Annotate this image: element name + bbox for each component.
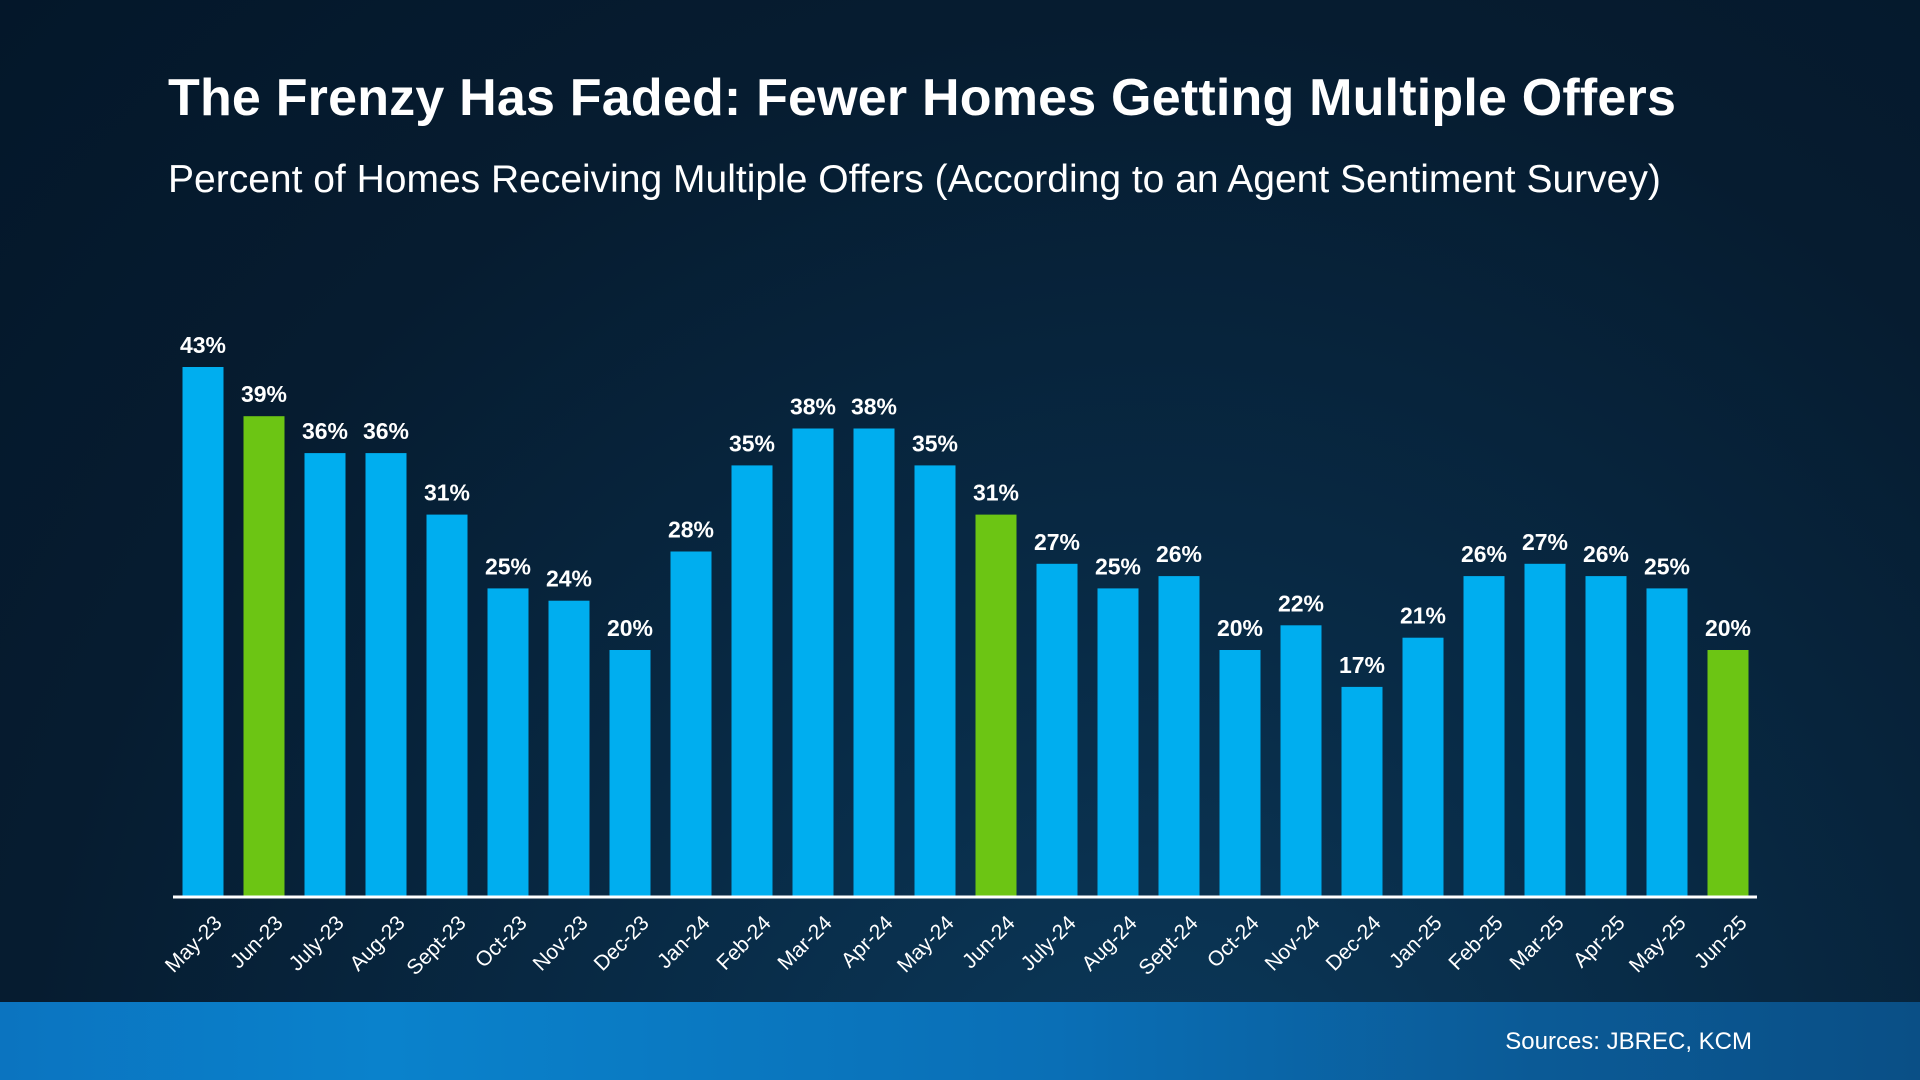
value-label: 35% <box>912 430 958 456</box>
chart-subtitle: Percent of Homes Receiving Multiple Offe… <box>168 158 1661 201</box>
value-label: 26% <box>1461 541 1507 567</box>
x-tick-label: July-24 <box>1017 911 1081 975</box>
value-label: 17% <box>1339 652 1385 678</box>
bar-jan-25 <box>1402 637 1444 896</box>
bar-dec-23 <box>609 650 651 896</box>
bar-sept-23 <box>426 514 468 896</box>
x-tick-label: Feb-24 <box>712 911 776 975</box>
x-tick-label: Mar-25 <box>1505 911 1568 974</box>
x-tick-label: Nov-23 <box>529 911 593 975</box>
value-label: 36% <box>302 418 348 444</box>
value-label: 25% <box>485 553 531 579</box>
x-tick-label: Oct-23 <box>471 911 532 972</box>
bar-jun-23 <box>243 416 285 896</box>
value-label: 27% <box>1034 529 1080 555</box>
bar-oct-24 <box>1219 650 1261 896</box>
bar-apr-24 <box>853 428 895 896</box>
bar-mar-24 <box>792 428 834 896</box>
chart-title: The Frenzy Has Faded: Fewer Homes Gettin… <box>168 69 1677 127</box>
value-label: 26% <box>1156 541 1202 567</box>
value-label: 38% <box>790 394 836 420</box>
x-tick-label: Mar-24 <box>773 911 837 975</box>
value-label: 28% <box>668 517 714 543</box>
x-tick-label: Nov-24 <box>1261 911 1325 975</box>
value-label: 31% <box>973 480 1019 506</box>
value-label: 35% <box>729 430 775 456</box>
value-label: 43% <box>180 332 226 358</box>
bar-july-23 <box>304 453 346 896</box>
bar-july-24 <box>1036 563 1078 896</box>
value-label: 27% <box>1522 529 1568 555</box>
value-label: 20% <box>1217 615 1263 641</box>
source-note: Sources: JBREC, KCM <box>1505 1028 1752 1055</box>
value-label: 31% <box>424 480 470 506</box>
bar-sept-24 <box>1158 576 1200 896</box>
value-label: 21% <box>1400 603 1446 629</box>
bar-aug-23 <box>365 453 407 896</box>
value-label: 20% <box>1705 615 1751 641</box>
x-tick-label: Dec-24 <box>1322 911 1386 975</box>
x-tick-label: Jun-24 <box>958 911 1020 973</box>
value-label: 20% <box>607 615 653 641</box>
x-tick-label: Dec-23 <box>590 911 654 975</box>
x-tick-label: Apr-24 <box>837 911 898 972</box>
value-label: 36% <box>363 418 409 444</box>
x-tick-label: Jan-24 <box>653 911 715 973</box>
bar-may-23 <box>182 367 224 896</box>
x-tick-label: July-23 <box>285 911 349 975</box>
bar-may-25 <box>1646 588 1688 896</box>
bar-nov-23 <box>548 600 590 896</box>
bar-feb-24 <box>731 465 773 896</box>
bar-oct-23 <box>487 588 529 896</box>
value-label: 25% <box>1095 553 1141 579</box>
bar-apr-25 <box>1585 576 1627 896</box>
bar-jun-25 <box>1707 650 1749 896</box>
x-tick-label: Apr-25 <box>1569 911 1630 972</box>
bar-aug-24 <box>1097 588 1139 896</box>
x-tick-label: May-25 <box>1625 911 1691 977</box>
bar-jan-24 <box>670 551 712 896</box>
x-tick-label: Jan-25 <box>1385 911 1447 973</box>
x-tick-label: Oct-24 <box>1203 911 1264 972</box>
value-label: 22% <box>1278 590 1324 616</box>
x-tick-label: Feb-25 <box>1444 911 1507 974</box>
x-tick-label: May-23 <box>161 911 227 977</box>
bar-feb-25 <box>1463 576 1505 896</box>
x-tick-label: Sept-24 <box>1134 911 1202 979</box>
value-label: 39% <box>241 381 287 407</box>
bar-may-24 <box>914 465 956 896</box>
bar-dec-24 <box>1341 686 1383 896</box>
bar-jun-24 <box>975 514 1017 896</box>
value-label: 26% <box>1583 541 1629 567</box>
value-label: 38% <box>851 394 897 420</box>
bar-chart: 43% May-23 39% Jun-23 36% July-23 36% Aug-23 31%… <box>161 332 1752 979</box>
value-label: 25% <box>1644 553 1690 579</box>
x-tick-label: Jun-23 <box>226 911 288 973</box>
x-tick-label: Aug-24 <box>1078 911 1142 975</box>
footer-bar <box>0 1002 1920 1080</box>
bar-nov-24 <box>1280 625 1322 896</box>
value-label: 24% <box>546 566 592 592</box>
bar-mar-25 <box>1524 563 1566 896</box>
x-tick-label: Sept-23 <box>402 911 470 979</box>
x-tick-label: Aug-23 <box>346 911 410 975</box>
x-tick-label: Jun-25 <box>1690 911 1752 973</box>
x-tick-label: May-24 <box>893 911 959 977</box>
